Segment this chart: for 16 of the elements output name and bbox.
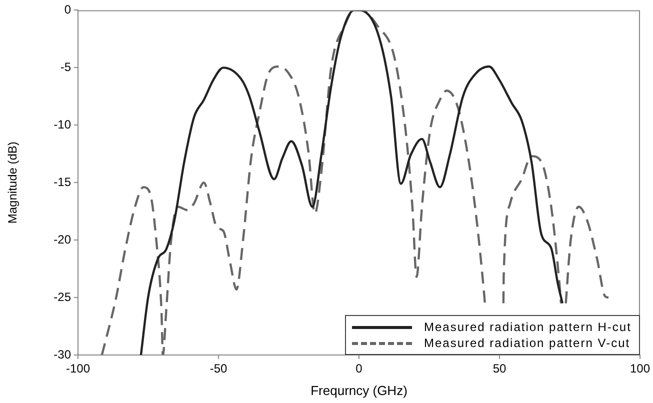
y-tick-label: -30 [54,347,72,362]
x-tick-label: -50 [210,362,228,376]
x-tick-label: -100 [66,362,90,376]
legend-label: Measured radiation pattern V-cut [424,336,630,350]
y-tick-label: 0 [64,2,72,17]
y-tick-label: -20 [54,232,72,246]
legend-label: Measured radiation pattern H-cut [424,320,632,334]
x-tick-label: 50 [492,362,506,376]
y-tick-label: -5 [60,60,72,74]
y-tick-label: -10 [54,117,72,132]
y-tick-label: -15 [54,174,72,189]
x-axis-title: Frequrncy (GHz) [310,382,408,398]
y-tick-label: -25 [54,290,72,304]
y-axis-title: Magnitude (dB) [6,142,20,224]
x-tick-label: 0 [356,362,363,376]
x-tick-label: 100 [630,362,650,376]
